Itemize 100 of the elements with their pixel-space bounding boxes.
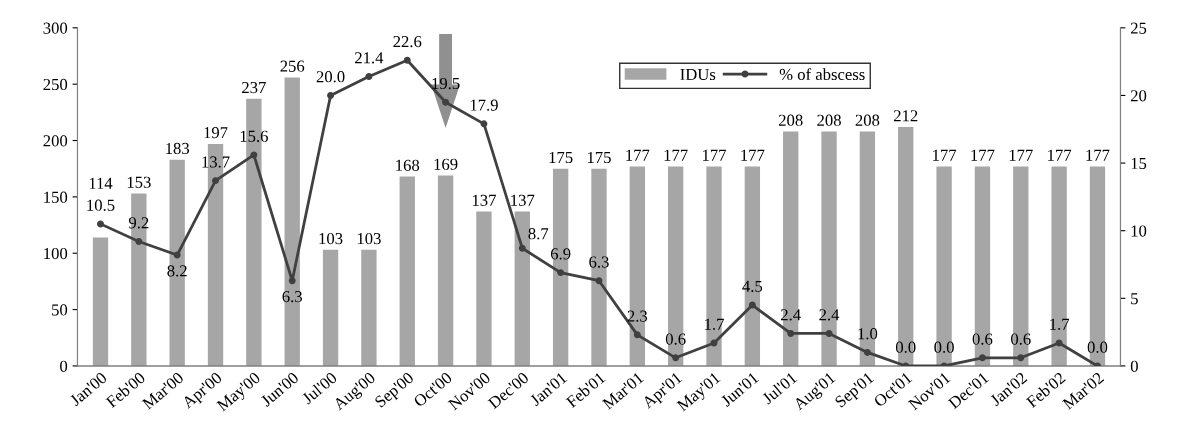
point	[787, 330, 795, 337]
point	[480, 120, 488, 128]
y-tick-label: 150	[44, 191, 68, 203]
point	[557, 269, 565, 277]
data-label: 6.3	[589, 256, 609, 268]
data-label: 0.6	[665, 333, 686, 345]
bar	[668, 166, 684, 366]
data-label: 103	[357, 232, 381, 245]
y-tick-label: 250	[43, 78, 68, 91]
point	[748, 301, 756, 309]
data-label: 21.4	[355, 52, 384, 64]
data-label: 256	[280, 60, 305, 72]
data-label: 0.0	[934, 341, 954, 353]
data-label: 13.7	[202, 156, 230, 168]
data-label: 4.5	[742, 280, 763, 293]
data-label: 208	[817, 114, 841, 126]
data-label: 137	[472, 194, 496, 206]
bar	[591, 168, 607, 366]
bar	[629, 166, 645, 366]
data-label: 0.0	[1087, 341, 1108, 353]
data-label: 197	[204, 127, 228, 139]
data-label: 1.7	[1050, 318, 1070, 330]
bar	[552, 168, 569, 366]
data-label: 177	[664, 149, 688, 161]
bar	[169, 159, 185, 366]
bar	[974, 166, 991, 366]
y-tick-label: 0	[60, 360, 68, 372]
point	[212, 177, 219, 185]
point	[978, 354, 986, 362]
bar	[361, 249, 377, 366]
data-label: 208	[855, 114, 880, 126]
data-label: 183	[166, 142, 190, 155]
data-label: 1.7	[705, 318, 724, 330]
bar	[936, 166, 952, 366]
y-tick-label: 100	[44, 247, 68, 260]
y2-tick-label: 15	[1131, 157, 1147, 170]
y2-tick-label: 25	[1130, 22, 1147, 34]
bar	[821, 131, 837, 366]
data-label: 177	[1086, 149, 1110, 161]
data-label: 20.0	[316, 71, 345, 83]
point	[403, 56, 411, 64]
bar	[1013, 166, 1029, 366]
point	[250, 151, 258, 159]
data-label: 177	[1048, 149, 1072, 161]
data-label: 2.3	[627, 310, 648, 322]
y-tick-label: 50	[52, 304, 68, 316]
bar	[783, 131, 799, 366]
data-label: 19.5	[432, 77, 460, 90]
y-tick-label: 300	[43, 22, 68, 34]
bar	[1089, 166, 1106, 366]
point	[672, 354, 680, 362]
y2-tick-label: 20	[1130, 90, 1147, 102]
point	[97, 220, 104, 228]
data-label: 0.6	[972, 333, 993, 345]
data-label: 1.0	[858, 328, 878, 340]
data-label: 212	[893, 110, 918, 122]
point	[1055, 339, 1063, 347]
point	[863, 348, 871, 356]
bar	[476, 211, 492, 366]
data-label: 175	[587, 151, 611, 164]
data-label: 22.6	[393, 35, 422, 48]
data-label: 169	[434, 158, 458, 170]
y2-tick-label: 0	[1130, 360, 1138, 372]
data-label: 8.2	[167, 265, 187, 277]
data-label: 153	[127, 176, 151, 188]
data-label: 114	[89, 177, 113, 189]
point	[633, 331, 641, 339]
data-label: 15.6	[240, 130, 268, 142]
y-tick-label: 200	[43, 135, 68, 147]
y2-tick-label: 5	[1131, 293, 1138, 305]
point	[1017, 354, 1025, 362]
data-label: 208	[778, 114, 803, 126]
data-label: 177	[1009, 149, 1033, 161]
bar	[859, 131, 876, 366]
data-label: 177	[626, 149, 650, 161]
data-label: 6.9	[550, 248, 571, 260]
data-label: 177	[702, 149, 727, 161]
data-label: 6.3	[282, 290, 302, 303]
bar	[284, 77, 300, 366]
legend-label: % of abscess	[779, 68, 865, 81]
legend-label: IDUs	[680, 68, 716, 81]
bar	[898, 127, 914, 366]
bar	[322, 249, 339, 366]
data-label: 17.9	[470, 99, 498, 111]
point	[288, 277, 296, 285]
data-label: 177	[933, 149, 957, 161]
data-label: 137	[511, 194, 535, 206]
data-label: 0.6	[1011, 333, 1031, 345]
data-label: 177	[741, 149, 765, 161]
point	[173, 251, 181, 259]
point	[825, 330, 833, 337]
bar	[744, 166, 761, 366]
bar	[437, 175, 454, 366]
bar	[706, 166, 722, 366]
y2-tick-label: 10	[1131, 225, 1147, 237]
data-label: 8.7	[528, 228, 549, 240]
data-label: 177	[971, 149, 995, 161]
point	[442, 98, 450, 106]
data-label: 175	[549, 151, 573, 164]
point	[135, 238, 143, 245]
